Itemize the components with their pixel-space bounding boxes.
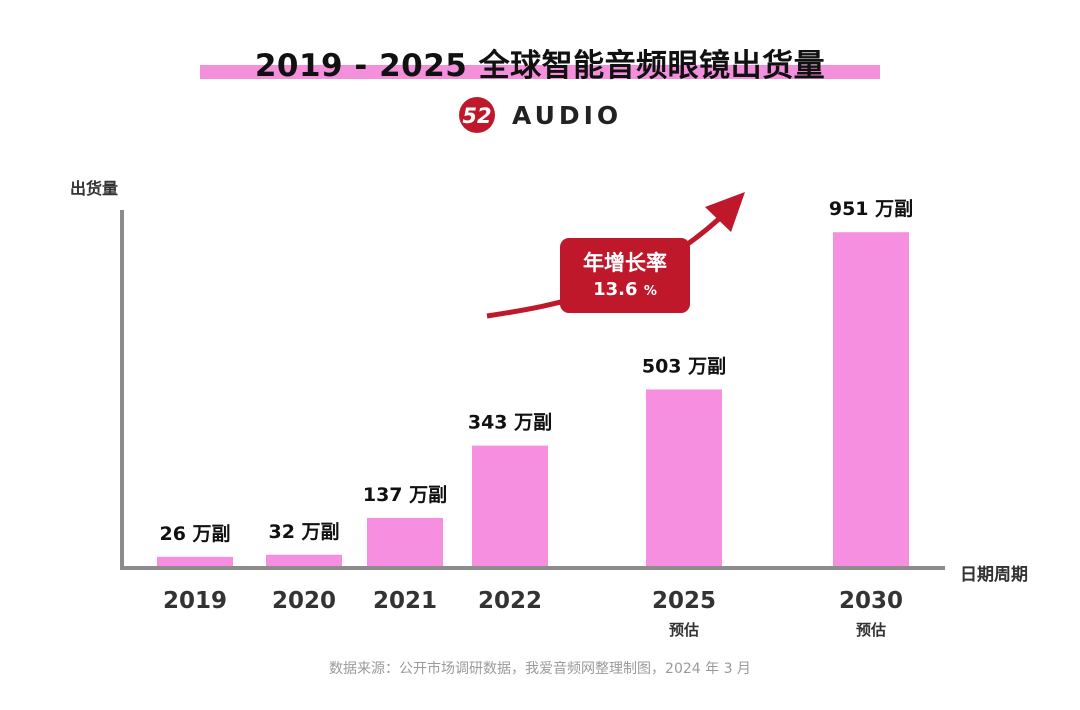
logo-mark-text: 52: [462, 104, 491, 128]
title-highlight-band: [200, 65, 880, 79]
growth-rate-unit: %: [643, 284, 657, 299]
x-tick-labels-group: 2019 2020 2021 2022 2025 预估 2030 预估: [163, 588, 903, 639]
x-tick-note-2025: 预估: [669, 621, 699, 639]
x-tick-2020: 2020: [272, 588, 336, 614]
data-source-note: 数据来源：公开市场调研数据，我爱音频网整理制图，2024 年 3 月: [329, 661, 751, 677]
x-tick-2021: 2021: [373, 588, 437, 614]
bar-2030: [833, 232, 909, 566]
growth-rate-value: 13.6: [593, 279, 638, 300]
data-label-2022: 343 万副: [468, 412, 552, 434]
x-tick-note-2030: 预估: [856, 621, 886, 639]
data-label-2019: 26 万副: [159, 523, 230, 545]
data-label-2021: 137 万副: [363, 484, 447, 506]
growth-rate-value-line: 13.6 %: [560, 279, 690, 300]
growth-rate-label: 年增长率: [583, 250, 667, 275]
x-tick-2019: 2019: [163, 588, 227, 614]
logo-text: AUDIO: [512, 100, 623, 130]
bar-2025: [646, 389, 722, 566]
growth-rate-badge: 年增长率 13.6 %: [560, 238, 690, 313]
logo-52-icon: 52: [459, 97, 495, 133]
chart-title: 2019 - 2025 全球智能音频眼镜出货量: [254, 48, 826, 84]
x-tick-2025: 2025: [652, 588, 716, 614]
x-tick-2030: 2030: [839, 588, 903, 614]
data-labels-group: 26 万副 32 万副 137 万副 343 万副 503 万副 951 万副: [159, 198, 913, 545]
bar-2022: [472, 445, 548, 566]
data-label-2020: 32 万副: [268, 521, 339, 543]
data-label-2025: 503 万副: [642, 355, 726, 377]
y-axis-label: 出货量: [70, 179, 119, 198]
bar-2019: [157, 556, 233, 566]
bar-2021: [367, 517, 443, 566]
growth-arrow-head: [705, 192, 745, 232]
brand-logo: 52 AUDIO: [458, 95, 622, 135]
data-label-2030: 951 万副: [829, 198, 913, 220]
x-axis-label: 日期周期: [960, 565, 1028, 585]
bars-group: [157, 232, 909, 566]
x-tick-2022: 2022: [478, 588, 542, 614]
bar-2020: [266, 554, 342, 566]
